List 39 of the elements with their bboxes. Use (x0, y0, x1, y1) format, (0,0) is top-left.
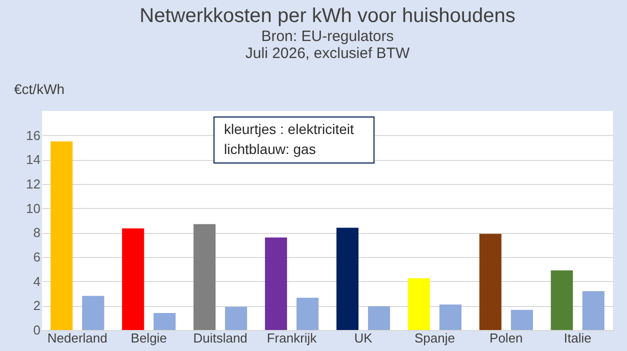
x-tick-label: UK (354, 330, 373, 346)
x-tick-label: Polen (490, 330, 523, 346)
y-tick-label: 16 (26, 128, 40, 143)
bar (122, 228, 144, 330)
bar (408, 278, 430, 330)
annotation: kleurtjes : elektriciteit (224, 121, 354, 137)
annotation: lichtblauw: gas (224, 141, 316, 157)
x-tick-label: Frankrijk (266, 330, 318, 346)
x-tick-label: Belgie (130, 330, 167, 346)
bar (336, 228, 359, 330)
y-tick-label: 10 (26, 200, 40, 216)
x-tick-label: Spanje (414, 330, 455, 346)
y-tick-label: 14 (26, 152, 40, 168)
x-tick-label: Nederland (47, 330, 108, 346)
bar (479, 234, 502, 330)
bar (439, 304, 462, 330)
chart-title: Netwerkkosten per kWh voor huishoudens (140, 5, 516, 27)
bar (510, 310, 533, 330)
y-tick-label: 0 (33, 322, 40, 338)
bar (154, 312, 176, 330)
bar (264, 238, 288, 330)
text: Juli 2026, exclusief BTW (245, 45, 410, 62)
y-tick-label: 4 (33, 274, 40, 289)
bar (550, 270, 573, 330)
bar (296, 298, 319, 330)
bar (582, 291, 604, 330)
bar (368, 306, 390, 330)
bar (82, 296, 104, 330)
y-axis-title: €ct/kWh (14, 81, 65, 97)
bar (194, 224, 216, 330)
bar (50, 141, 73, 330)
bar (225, 306, 248, 330)
y-tick-label: 6 (33, 250, 40, 264)
x-tick-label: Italie (564, 330, 592, 346)
y-tick-label: 2 (33, 298, 40, 314)
text: Bron: EU-regulators (261, 28, 394, 45)
x-tick-label: Duitsland (193, 330, 248, 346)
y-tick-label: 8 (33, 225, 40, 240)
y-tick-label: 12 (26, 176, 40, 192)
